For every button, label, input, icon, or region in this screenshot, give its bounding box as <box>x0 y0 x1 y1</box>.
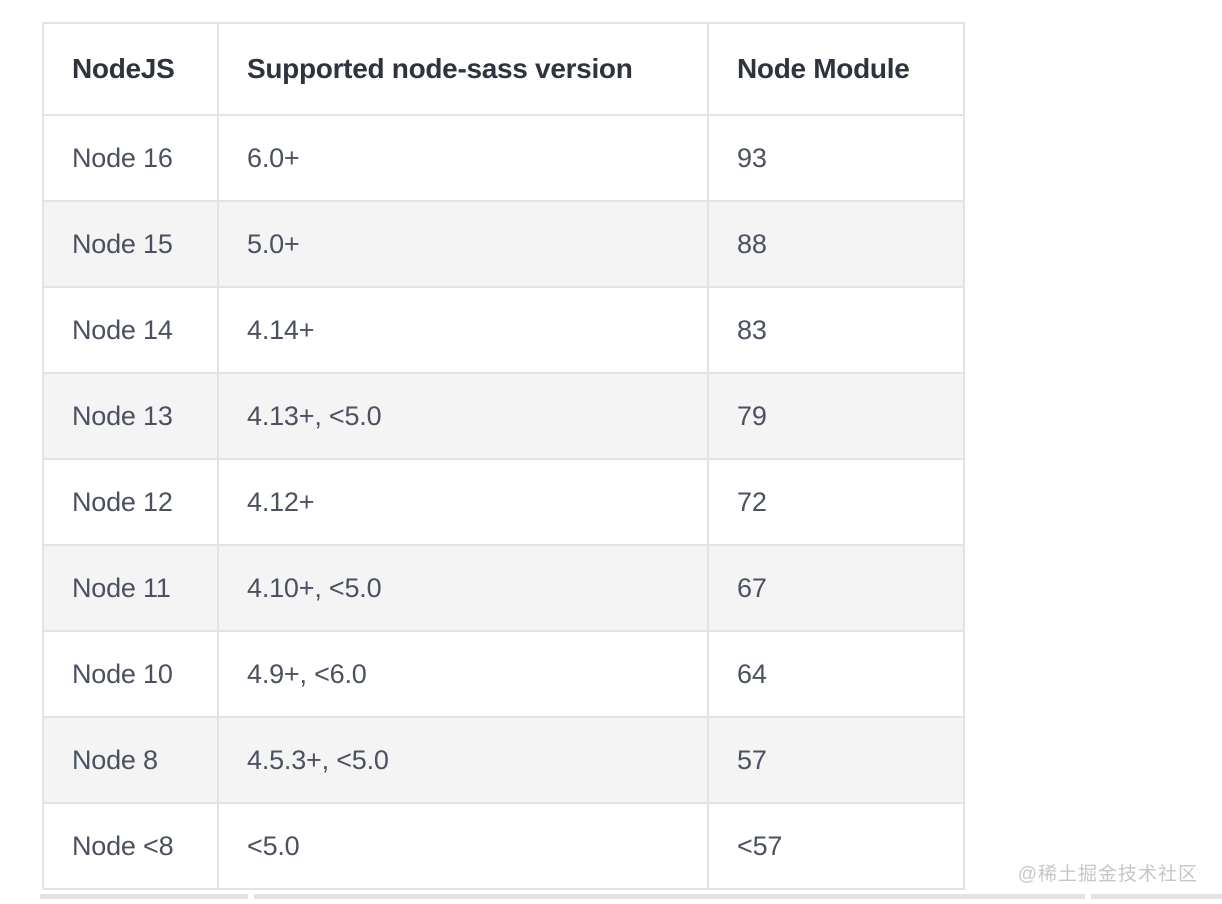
table-cell: 83 <box>707 286 965 374</box>
table-cell: 5.0+ <box>217 200 709 288</box>
table-cell: 4.14+ <box>217 286 709 374</box>
table-row: Node 13 4.13+, <5.0 79 <box>42 372 965 460</box>
table-row: Node 12 4.12+ 72 <box>42 458 965 546</box>
table-row: Node <8 <5.0 <57 <box>42 802 965 890</box>
next-table-cell-fragment <box>1091 894 1222 904</box>
table-row: Node 10 4.9+, <6.0 64 <box>42 630 965 718</box>
table-body: Node 16 6.0+ 93 Node 15 5.0+ 88 Node 14 4.14+ 83… <box>42 114 965 890</box>
next-table-cell-fragment <box>254 894 1085 904</box>
table-cell: 4.9+, <6.0 <box>217 630 709 718</box>
table-cell: Node 8 <box>42 716 219 804</box>
table-cell: 67 <box>707 544 965 632</box>
table-cell: 4.10+, <5.0 <box>217 544 709 632</box>
table-cell: Node <8 <box>42 802 219 890</box>
table-cell: Node 12 <box>42 458 219 546</box>
next-table-cell-fragment <box>40 894 248 904</box>
watermark-text: @稀土掘金技术社区 <box>1017 864 1198 885</box>
table-cell: 4.13+, <5.0 <box>217 372 709 460</box>
table-cell: 6.0+ <box>217 114 709 202</box>
table-cell: <5.0 <box>217 802 709 890</box>
table-cell: 93 <box>707 114 965 202</box>
table-row: Node 14 4.14+ 83 <box>42 286 965 374</box>
table-cell: 64 <box>707 630 965 718</box>
header-cell: Supported node-sass version <box>217 22 709 116</box>
table-cell: 57 <box>707 716 965 804</box>
table-header: NodeJS Supported node-sass version Node Mo… <box>42 22 965 116</box>
table-cell: 88 <box>707 200 965 288</box>
table-row: Node 8 4.5.3+, <5.0 57 <box>42 716 965 804</box>
table-cell: Node 10 <box>42 630 219 718</box>
table-row: Node 16 6.0+ 93 <box>42 114 965 202</box>
table-cell: 4.5.3+, <5.0 <box>217 716 709 804</box>
header-cell: NodeJS <box>42 22 219 116</box>
table-cell: 4.12+ <box>217 458 709 546</box>
table-cell: Node 13 <box>42 372 219 460</box>
table-cell: 72 <box>707 458 965 546</box>
node-sass-compat-table: NodeJS Supported node-sass version Node Mo… <box>42 22 965 890</box>
table-cell: 79 <box>707 372 965 460</box>
table-cell: Node 16 <box>42 114 219 202</box>
table-row: Node 15 5.0+ 88 <box>42 200 965 288</box>
header-row: NodeJS Supported node-sass version Node Mo… <box>42 22 965 116</box>
next-table-fragment <box>40 894 1222 904</box>
table-row: Node 11 4.10+, <5.0 67 <box>42 544 965 632</box>
table-cell: Node 11 <box>42 544 219 632</box>
table-cell: <57 <box>707 802 965 890</box>
table-cell: Node 14 <box>42 286 219 374</box>
header-cell: Node Module <box>707 22 965 116</box>
table-cell: Node 15 <box>42 200 219 288</box>
